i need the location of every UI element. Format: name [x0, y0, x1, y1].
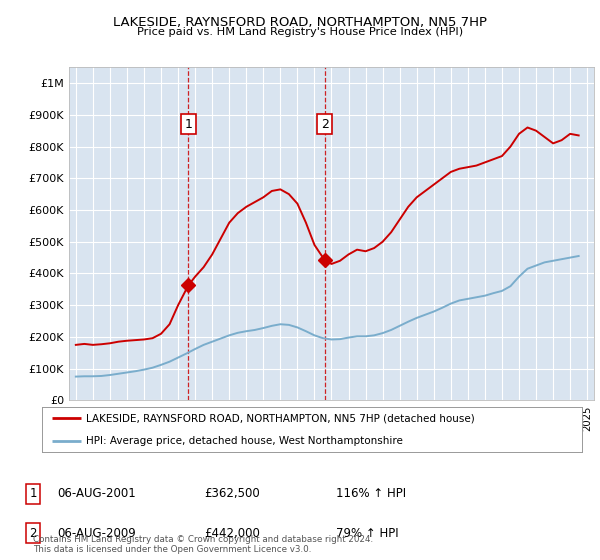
Text: £362,500: £362,500 [204, 487, 260, 501]
Text: £442,000: £442,000 [204, 526, 260, 540]
Text: Contains HM Land Registry data © Crown copyright and database right 2024.
This d: Contains HM Land Registry data © Crown c… [33, 535, 373, 554]
Text: LAKESIDE, RAYNSFORD ROAD, NORTHAMPTON, NN5 7HP (detached house): LAKESIDE, RAYNSFORD ROAD, NORTHAMPTON, N… [86, 413, 475, 423]
Text: Price paid vs. HM Land Registry's House Price Index (HPI): Price paid vs. HM Land Registry's House … [137, 27, 463, 37]
Text: 06-AUG-2001: 06-AUG-2001 [57, 487, 136, 501]
Text: HPI: Average price, detached house, West Northamptonshire: HPI: Average price, detached house, West… [86, 436, 403, 446]
Text: 06-AUG-2009: 06-AUG-2009 [57, 526, 136, 540]
Text: 2: 2 [29, 526, 37, 540]
Text: 79% ↑ HPI: 79% ↑ HPI [336, 526, 398, 540]
Text: 1: 1 [29, 487, 37, 501]
Text: 116% ↑ HPI: 116% ↑ HPI [336, 487, 406, 501]
Text: LAKESIDE, RAYNSFORD ROAD, NORTHAMPTON, NN5 7HP: LAKESIDE, RAYNSFORD ROAD, NORTHAMPTON, N… [113, 16, 487, 29]
Text: 1: 1 [184, 118, 192, 131]
Text: 2: 2 [321, 118, 329, 131]
